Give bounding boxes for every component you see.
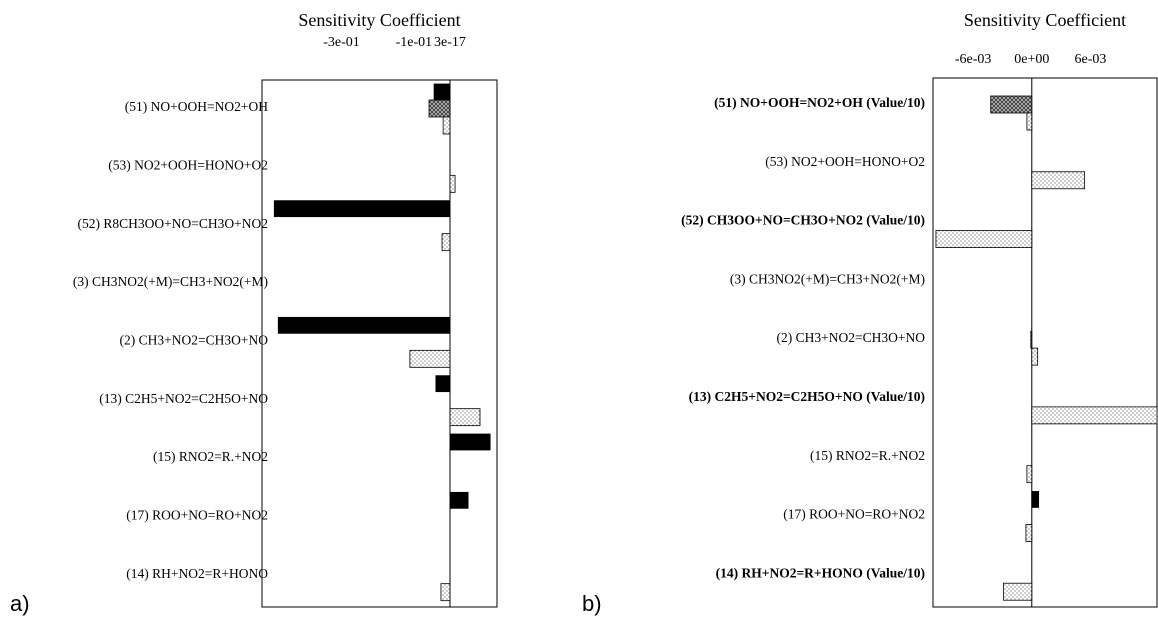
axis-title: Sensitivity Coefficient — [298, 10, 460, 30]
bar — [935, 230, 1033, 248]
plot-frame — [932, 77, 1158, 608]
bar — [1003, 582, 1033, 601]
bar — [449, 174, 456, 193]
category-label: (3) CH3NO2(+M)=CH3+NO2(+M) — [73, 274, 268, 289]
bar — [441, 233, 451, 252]
bar — [1026, 465, 1033, 484]
bar — [435, 375, 451, 393]
category-label: (51) NO+OOH=NO2+OH (Value/10) — [714, 95, 925, 110]
bar — [1031, 406, 1158, 425]
axis-title: Sensitivity Coefficient — [964, 10, 1126, 30]
bar — [1025, 524, 1033, 542]
category-label: (53) NO2+OOH=HONO+O2 — [765, 154, 925, 169]
bar — [990, 95, 1033, 114]
category-label: (15) RNO2=R.+NO2 — [153, 449, 268, 464]
category-label: (2) CH3+NO2=CH3O+NO — [120, 332, 269, 347]
x-tick-label: 3e-17 — [434, 35, 466, 50]
bar — [442, 116, 451, 135]
bar — [409, 349, 451, 368]
bar — [1031, 171, 1086, 190]
panel-label: a) — [10, 591, 30, 616]
x-tick-label: 0e+00 — [1014, 52, 1049, 67]
bar — [433, 83, 451, 101]
category-label: (52) R8CH3OO+NO=CH3O+NO2 — [78, 216, 268, 231]
x-tick-label: -6e-03 — [955, 52, 992, 67]
bar — [449, 491, 469, 509]
bar — [428, 99, 451, 118]
bar — [1030, 330, 1033, 349]
plot-frame — [261, 79, 498, 608]
bar — [1031, 347, 1039, 366]
category-label: (53) NO2+OOH=HONO+O2 — [108, 157, 268, 172]
bar — [440, 583, 451, 602]
bar — [273, 200, 451, 218]
category-label: (17) ROO+NO=RO+NO2 — [126, 507, 268, 522]
x-tick-label: -3e-01 — [323, 35, 360, 50]
bar — [449, 433, 491, 451]
category-label: (17) ROO+NO=RO+NO2 — [783, 507, 925, 522]
category-label: (13) C2H5+NO2=C2H5O+NO — [99, 391, 268, 406]
category-label: (14) RH+NO2=R+HONO (Value/10) — [716, 565, 925, 580]
category-label: (52) CH3OO+NO=CH3O+NO2 (Value/10) — [681, 213, 925, 228]
category-label: (15) RNO2=R.+NO2 — [810, 448, 925, 463]
panel-label: b) — [582, 591, 602, 616]
bar — [1031, 491, 1040, 508]
bar — [1026, 112, 1033, 131]
category-label: (14) RH+NO2=R+HONO — [126, 566, 268, 581]
x-tick-label: 6e-03 — [1075, 52, 1107, 67]
x-tick-label: -1e-01 — [396, 35, 433, 50]
category-label: (2) CH3+NO2=CH3O+NO — [777, 330, 926, 345]
bar — [277, 316, 451, 334]
bar — [449, 408, 481, 427]
category-label: (13) C2H5+NO2=C2H5O+NO (Value/10) — [689, 389, 925, 404]
category-label: (3) CH3NO2(+M)=CH3+NO2(+M) — [730, 271, 925, 286]
category-label: (51) NO+OOH=NO2+OH — [125, 99, 268, 114]
